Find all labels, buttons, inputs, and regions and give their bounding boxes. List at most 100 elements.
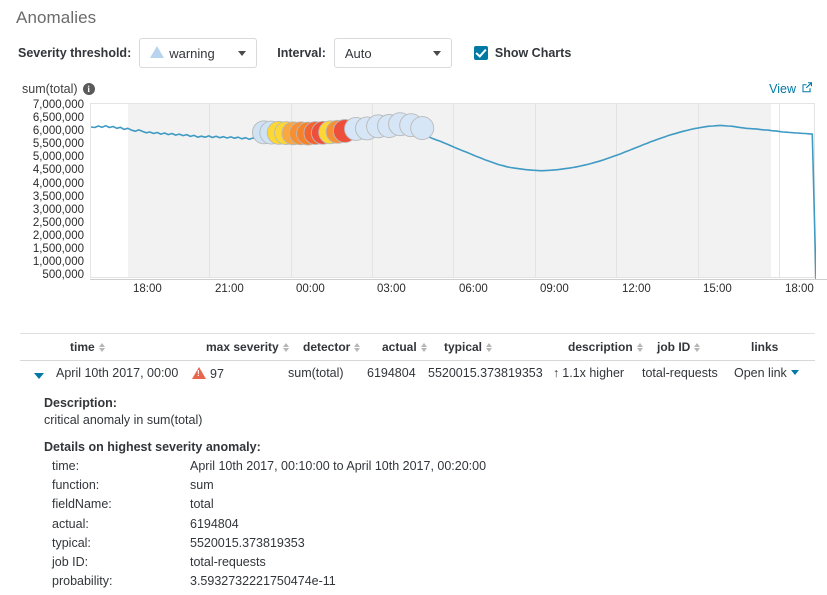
table-top-divider (20, 333, 815, 334)
gridline (291, 104, 292, 277)
y-axis-labels: 7,000,000 6,500,000 6,000,000 5,500,000 5,00… (12, 99, 84, 282)
column-header-label: links (751, 340, 779, 354)
view-link[interactable]: View (769, 81, 813, 96)
cell-max-severity-value: 97 (210, 367, 224, 381)
column-header-label: actual (382, 340, 417, 354)
sort-icon[interactable] (420, 342, 428, 353)
y-axis-tick: 1,500,000 (32, 243, 84, 256)
interval-label: Interval: (277, 46, 326, 60)
detail-item: fieldName: total (44, 497, 744, 516)
detail-key: typical: (52, 535, 91, 550)
open-link-label: Open link (734, 366, 787, 380)
severity-threshold-label: Severity threshold: (18, 46, 132, 60)
detail-value: 3.5932732221750474e-11 (190, 574, 336, 589)
cell-time: April 10th 2017, 00:00 (56, 366, 179, 380)
chevron-down-icon (790, 370, 799, 375)
sort-icon[interactable] (98, 342, 106, 353)
show-charts-label: Show Charts (494, 46, 572, 60)
x-axis-tick: 03:00 (377, 283, 406, 295)
chevron-down-icon (432, 50, 441, 56)
detail-item: job ID: total-requests (44, 555, 744, 574)
column-header-description[interactable]: description (568, 340, 644, 354)
table-header-divider (20, 360, 815, 361)
cell-open-link[interactable]: Open link (734, 366, 799, 380)
detail-value: total-requests (190, 554, 266, 569)
details-list: time: April 10th 2017, 00:10:00 to April … (44, 459, 744, 593)
cell-max-severity: 97 (192, 366, 224, 381)
x-axis-line (90, 279, 827, 280)
detail-item: function: sum (44, 478, 744, 497)
y-axis-tick: 5,000,000 (32, 151, 84, 164)
description-text: critical anomaly in sum(total) (44, 413, 203, 427)
chart-title-text: sum(total) (22, 82, 78, 96)
detail-value: total (190, 497, 214, 512)
cell-typical: 5520015.373819353 (428, 366, 543, 380)
x-axis-tick: 18:00 (133, 283, 162, 295)
column-header-label: description (568, 340, 633, 354)
controls-bar: Severity threshold: warning Interval: Au… (18, 38, 571, 68)
column-header-label: job ID (657, 340, 691, 354)
warning-triangle-icon (150, 46, 165, 58)
anomaly-marker[interactable] (410, 116, 435, 141)
y-axis-tick: 4,500,000 (32, 164, 84, 177)
column-header-label: time (70, 340, 95, 354)
description-heading: Description: (44, 396, 117, 410)
severity-threshold-select[interactable]: warning (139, 38, 258, 68)
cell-actual: 6194804 (367, 366, 416, 380)
gridline (779, 104, 780, 277)
chart-title: sum(total) i (22, 82, 95, 96)
sort-icon[interactable] (354, 342, 361, 353)
y-axis-tick: 6,000,000 (32, 125, 84, 138)
interval-select[interactable]: Auto (333, 38, 452, 68)
detail-value: April 10th 2017, 00:10:00 to April 10th … (190, 459, 487, 473)
sort-icon[interactable] (282, 342, 290, 353)
x-axis-tick: 09:00 (540, 283, 569, 295)
detail-item: actual: 6194804 (44, 517, 744, 536)
column-header-detector[interactable]: detector (303, 340, 361, 354)
x-axis-tick: 06:00 (459, 283, 488, 295)
y-axis-tick: 6,500,000 (32, 112, 84, 125)
y-axis-tick: 3,500,000 (32, 190, 84, 203)
y-axis-tick: 500,000 (42, 269, 84, 282)
y-axis-tick: 2,000,000 (32, 229, 84, 242)
column-header-max_severity[interactable]: max severity (206, 340, 290, 354)
severity-threshold-value: warning (169, 45, 215, 61)
arrow-up-icon: ↑ (553, 366, 560, 380)
detail-item: time: April 10th 2017, 00:10:00 to April … (44, 459, 744, 478)
column-header-job_id[interactable]: job ID (657, 340, 701, 354)
x-axis-tick: 21:00 (215, 283, 244, 295)
row-expand-toggle[interactable] (34, 373, 44, 379)
chart-line-series (91, 124, 816, 279)
detail-key: probability: (52, 574, 113, 589)
chart-anomaly-markers[interactable] (91, 104, 816, 279)
column-header-links[interactable]: links (751, 340, 778, 354)
column-header-time[interactable]: time (70, 340, 106, 354)
y-axis-tick: 3,000,000 (32, 203, 84, 216)
table-header-row: time max severity detector actual typical des… (20, 334, 815, 360)
sort-icon[interactable] (486, 342, 493, 353)
table-row[interactable]: April 10th 2017, 00:00 97 sum(total) 619… (20, 361, 815, 388)
gridline (616, 104, 617, 277)
sort-icon[interactable] (636, 342, 644, 353)
gridline (698, 104, 699, 277)
detail-key: job ID: (52, 554, 89, 569)
gridline (453, 104, 454, 277)
anomaly-chart[interactable] (90, 103, 816, 279)
column-header-label: detector (303, 340, 351, 354)
info-icon[interactable]: i (82, 83, 95, 95)
cell-job-id: total-requests (642, 366, 718, 380)
cell-description: ↑ 1.1x higher (553, 366, 624, 380)
detail-value: sum (190, 478, 214, 493)
gridline (209, 104, 210, 277)
cell-detector: sum(total) (288, 366, 344, 380)
show-charts-checkbox[interactable]: Show Charts (473, 46, 572, 60)
column-header-actual[interactable]: actual (382, 340, 428, 354)
sort-icon[interactable] (694, 342, 701, 353)
interval-value: Auto (344, 45, 372, 61)
page-title: Anomalies (16, 8, 97, 27)
critical-triangle-icon (192, 367, 206, 379)
x-axis-labels: 18:00 21:00 00:00 03:00 06:00 09:00 12:00 15:00… (90, 283, 827, 301)
gridline (535, 104, 536, 277)
column-header-typical[interactable]: typical (444, 340, 493, 354)
